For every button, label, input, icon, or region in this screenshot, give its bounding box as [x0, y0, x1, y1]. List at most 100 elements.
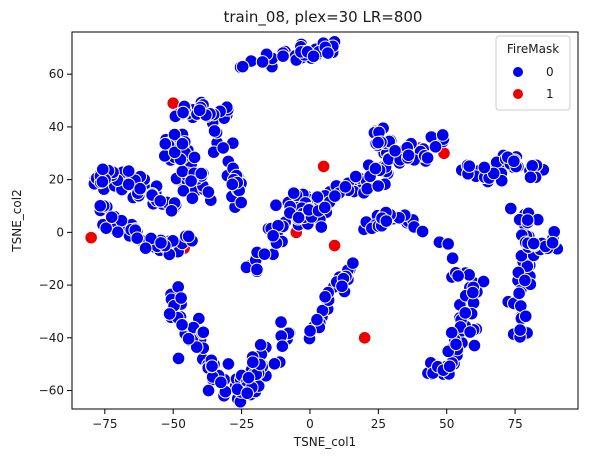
firemask-0-point: [306, 49, 321, 64]
y-tick-label: −20: [39, 278, 64, 292]
y-tick-label: 40: [49, 120, 64, 134]
firemask-0-point: [507, 154, 521, 169]
firemask-0-point: [216, 141, 230, 155]
firemask-0-point: [274, 315, 288, 329]
firemask-0-point: [201, 185, 216, 199]
firemask-0-point: [250, 262, 264, 277]
chart-title: train_08, plex=30 LR=800: [224, 8, 423, 27]
data-points: [84, 35, 565, 409]
firemask-0-point: [435, 128, 450, 142]
firemask-0-point: [346, 256, 360, 270]
y-tick-label: 0: [56, 225, 64, 239]
firemask-0-point: [458, 306, 473, 320]
x-tick-label: 0: [306, 417, 314, 431]
firemask-0-point: [181, 331, 196, 346]
firemask-0-point: [520, 213, 535, 227]
firemask-0-point: [234, 195, 249, 210]
firemask-0-point: [513, 323, 527, 337]
firemask-0-point: [187, 150, 202, 165]
firemask-0-point: [196, 325, 211, 340]
plot-area: [71, 31, 579, 410]
firemask-0-point: [121, 164, 136, 178]
firemask-0-point: [162, 307, 177, 321]
firemask-0-point: [525, 159, 540, 173]
firemask-0-point: [449, 337, 463, 352]
firemask-0-point: [318, 289, 332, 304]
firemask-0-point: [133, 181, 147, 196]
firemask-0-point: [276, 49, 290, 63]
firemask-0-point: [95, 174, 110, 189]
firemask-0-point: [192, 103, 207, 118]
firemask-0-point: [241, 370, 256, 385]
x-axis: −75 −50 −25 0 25 50 75: [92, 409, 523, 431]
firemask-0-point: [130, 231, 144, 246]
firemask-0-point: [184, 174, 198, 188]
firemask-0-point: [171, 351, 186, 366]
firemask-0-point: [181, 229, 196, 244]
firemask-0-point: [225, 177, 240, 192]
firemask-0-point: [477, 160, 492, 175]
firemask-0-point: [512, 286, 526, 301]
firemask-0-point: [445, 251, 460, 266]
y-tick-label: −40: [39, 331, 64, 345]
firemask-0-point: [388, 143, 402, 158]
firemask-0-point: [207, 124, 222, 138]
firemask-0-point: [463, 325, 477, 339]
firemask-0-point: [401, 148, 416, 163]
firemask-0-point: [303, 324, 317, 338]
firemask-0-point: [545, 235, 560, 250]
firemask-0-point: [286, 186, 301, 200]
firemask-0-point: [171, 280, 185, 294]
firemask-0-point: [518, 309, 533, 324]
firemask-1-point: [84, 230, 98, 245]
firemask-0-point: [194, 166, 209, 181]
firemask-0-point: [451, 269, 465, 283]
firemask-0-point: [420, 151, 435, 165]
firemask-0-point: [175, 136, 190, 151]
firemask-0-point: [368, 161, 383, 176]
firemask-0-point: [138, 241, 153, 255]
firemask-0-point: [164, 204, 179, 218]
firemask-0-point: [269, 198, 283, 213]
firemask-0-point: [235, 59, 250, 74]
x-tick-label: 25: [371, 417, 386, 431]
firemask-0-point: [167, 127, 182, 142]
firemask-0-point: [201, 383, 216, 398]
firemask-0-point: [153, 194, 168, 208]
firemask-0-point: [321, 46, 335, 60]
firemask-0-point: [257, 247, 272, 261]
firemask-0-point: [154, 236, 168, 250]
x-axis-label: TSNE_col1: [293, 435, 356, 449]
firemask-0-point: [175, 317, 189, 332]
legend-title: FireMask: [507, 42, 559, 56]
firemask-0-point: [104, 210, 119, 224]
firemask-0-point: [291, 210, 306, 225]
firemask-0-point: [317, 200, 332, 215]
legend-marker: [512, 88, 524, 100]
firemask-0-point: [275, 339, 290, 353]
firemask-0-point: [93, 199, 108, 213]
y-tick-label: −60: [39, 384, 64, 398]
firemask-0-point: [253, 338, 268, 352]
firemask-0-point: [255, 55, 270, 69]
firemask-0-point: [466, 285, 480, 300]
firemask-0-point: [111, 225, 125, 239]
firemask-0-point: [310, 312, 324, 327]
firemask-0-point: [189, 340, 204, 354]
firemask-0-point: [205, 359, 219, 373]
firemask-1-point: [357, 331, 372, 345]
firemask-0-point: [310, 190, 325, 204]
firemask-0-point: [441, 237, 455, 251]
firemask-0-point: [523, 170, 538, 185]
firemask-0-point: [518, 273, 532, 288]
firemask-0-point: [185, 191, 200, 206]
firemask-0-point: [176, 183, 191, 198]
x-tick-label: −50: [161, 417, 186, 431]
firemask-0-point: [221, 357, 236, 371]
legend: FireMask 01: [495, 35, 571, 111]
firemask-0-point: [415, 224, 430, 239]
firemask-0-point: [348, 169, 363, 184]
firemask-0-point: [99, 221, 113, 235]
